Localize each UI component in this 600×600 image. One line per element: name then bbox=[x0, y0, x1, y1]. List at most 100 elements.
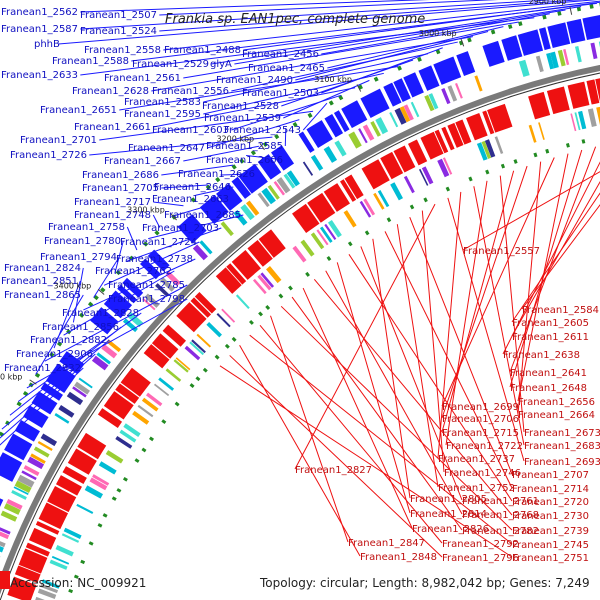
feature-stripe-inner bbox=[191, 339, 206, 354]
tick-label: 3400 kbp bbox=[54, 281, 92, 290]
gc-mark bbox=[417, 56, 422, 62]
gc-mark bbox=[589, 4, 594, 9]
leader-line-forward bbox=[171, 198, 232, 217]
forward-gene bbox=[360, 88, 390, 118]
gene-label-reverse: Franean1_2656 bbox=[518, 397, 595, 408]
gene-label-forward: Franean1_2794 bbox=[40, 252, 117, 263]
gene-label-forward: Franean1_2628 bbox=[72, 86, 149, 97]
forward-gene bbox=[140, 258, 161, 280]
gc-mark-inner bbox=[409, 204, 415, 210]
gene-label-reverse: Franean1_2737 bbox=[438, 454, 515, 465]
gene-label-reverse: Franean1_2722 bbox=[446, 441, 523, 452]
tick-label: 3300 kbp bbox=[127, 206, 165, 215]
feature-stripe bbox=[160, 277, 175, 292]
reverse-gene bbox=[380, 151, 404, 180]
gc-mark bbox=[262, 141, 268, 147]
reverse-gene bbox=[103, 391, 134, 420]
leader-line-reverse bbox=[280, 305, 513, 531]
reverse-gene bbox=[28, 527, 57, 550]
feature-stripe-inner bbox=[484, 139, 496, 158]
feature-stripe bbox=[574, 46, 582, 63]
reverse-gene bbox=[487, 103, 513, 133]
gene-label-forward: Franean1_2758 bbox=[48, 222, 125, 233]
tick-mark bbox=[356, 84, 362, 92]
reverse-gene bbox=[408, 139, 428, 166]
gc-mark bbox=[490, 29, 496, 35]
gc-mark-inner bbox=[468, 176, 473, 182]
gene-label-forward: Franean1_2606 bbox=[206, 155, 283, 166]
gc-mark-inner bbox=[68, 588, 74, 594]
reverse-gene bbox=[176, 302, 207, 333]
gc-mark-inner bbox=[141, 447, 147, 453]
feature-stripe-inner bbox=[403, 175, 415, 194]
leader-line-forward bbox=[183, 21, 519, 79]
reverse-gene bbox=[77, 432, 107, 460]
gene-label-reverse: Franean1_2683 bbox=[524, 441, 600, 452]
forward-gene bbox=[341, 100, 368, 129]
feature-stripe bbox=[257, 192, 270, 208]
gene-label-forward: Franean1_2856 bbox=[42, 322, 119, 333]
gene-label-forward: Franean1_2490 bbox=[216, 75, 293, 86]
leader-line-forward bbox=[9, 326, 122, 416]
tick-mark bbox=[569, 6, 573, 15]
feature-stripe-inner bbox=[257, 274, 272, 291]
feature-stripe bbox=[261, 187, 276, 205]
gc-mark bbox=[250, 150, 256, 156]
feature-stripe-inner bbox=[421, 166, 434, 185]
feature-stripe bbox=[0, 541, 6, 548]
forward-gene bbox=[517, 29, 544, 56]
leader-line-reverse bbox=[219, 365, 513, 558]
forward-gene bbox=[306, 120, 333, 149]
gc-mark-inner bbox=[364, 230, 370, 236]
leader-lines bbox=[0, 0, 600, 558]
feature-stripe bbox=[78, 377, 93, 389]
reverse-gene bbox=[361, 159, 390, 190]
gene-label-forward: Franean1_2703 bbox=[142, 223, 219, 234]
feature-stripe-inner bbox=[137, 404, 154, 418]
feature-stripe bbox=[273, 181, 286, 196]
leader-line-forward bbox=[148, 214, 244, 240]
reverse-gene bbox=[307, 192, 336, 223]
gc-mark-inner bbox=[134, 458, 140, 463]
gene-label-forward: Franean1_2705 bbox=[82, 183, 159, 194]
reverse-gene bbox=[67, 448, 97, 475]
gene-label-forward: Franean1_2633 bbox=[1, 70, 78, 81]
feature-stripe-inner bbox=[37, 588, 57, 600]
feature-stripe bbox=[310, 154, 324, 171]
reverse-gene bbox=[120, 367, 151, 397]
tick-mark bbox=[29, 379, 37, 385]
gc-mark bbox=[79, 312, 85, 318]
gene-label-forward: Franean1_2587 bbox=[1, 24, 78, 35]
feature-stripe bbox=[240, 204, 255, 221]
reverse-gene bbox=[595, 78, 600, 102]
forward-gene bbox=[257, 154, 282, 180]
feature-stripe-inner bbox=[173, 359, 189, 373]
feature-stripe bbox=[21, 470, 37, 481]
leader-line-forward bbox=[283, 79, 370, 119]
gc-mark bbox=[307, 112, 313, 119]
reverse-gene bbox=[215, 267, 242, 294]
feature-stripe-inner bbox=[316, 229, 329, 246]
gc-mark-inner bbox=[386, 217, 392, 223]
leader-line-forward bbox=[302, 102, 328, 131]
feature-stripe-inner bbox=[189, 341, 205, 356]
leader-line-forward bbox=[161, 184, 208, 189]
gene-label-forward: Franean1_2524 bbox=[80, 26, 157, 37]
gene-label-reverse: Franean1_2761 bbox=[462, 496, 539, 507]
gene-label-forward: Franean1_2562 bbox=[1, 7, 78, 18]
reverse-gene bbox=[194, 292, 217, 314]
gene-label-forward: Franean1_2529 bbox=[132, 59, 209, 70]
feature-stripe-inner bbox=[119, 429, 137, 443]
feature-stripe bbox=[33, 446, 50, 458]
feature-stripe bbox=[3, 503, 21, 515]
reverse-gene bbox=[226, 263, 247, 285]
feature-stripe-inner bbox=[165, 368, 182, 382]
gc-mark bbox=[373, 76, 379, 82]
leader-line-forward bbox=[153, 201, 184, 207]
feature-stripe bbox=[323, 146, 338, 163]
gc-mark bbox=[16, 401, 22, 407]
leader-line-forward bbox=[35, 294, 84, 375]
leader-line-reverse bbox=[511, 180, 600, 337]
gene-label-reverse: Franean1_2584 bbox=[522, 305, 599, 316]
leader-line-reverse bbox=[499, 175, 525, 433]
